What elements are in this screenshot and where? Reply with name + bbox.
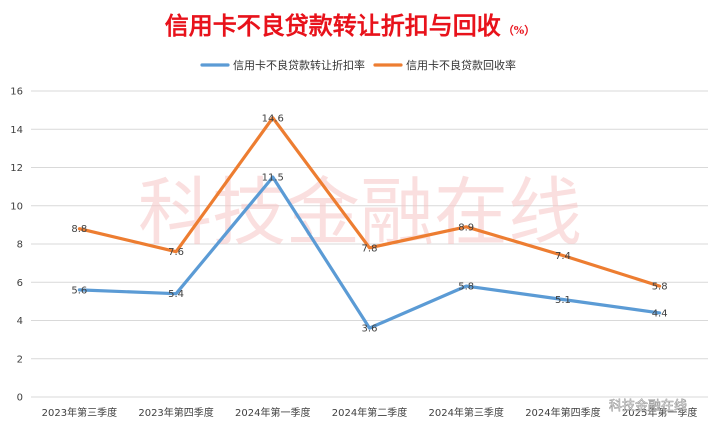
- data-label: 3.6: [362, 324, 378, 335]
- data-label: 7.8: [362, 243, 378, 254]
- legend-entry: 信用卡不良贷款转让折扣率: [200, 58, 365, 72]
- y-tick-label: 16: [10, 87, 23, 98]
- x-axis: 2023年第三季度 2023年第四季度 2024年第一季度 2024年第二季度 2024…: [42, 406, 698, 419]
- legend-entry: 信用卡不良贷款回收率: [373, 58, 516, 72]
- x-tick-label: 2024年第四季度: [525, 406, 600, 419]
- data-label: 8.8: [71, 224, 87, 235]
- data-label: 5.1: [555, 295, 571, 306]
- y-tick-label: 2: [17, 354, 23, 365]
- legend: 信用卡不良贷款转让折扣率 信用卡不良贷款回收率: [200, 58, 516, 72]
- series-line: [77, 116, 662, 288]
- y-tick-label: 6: [17, 278, 23, 289]
- data-label: 8.9: [458, 222, 474, 233]
- y-tick-label: 14: [10, 125, 23, 136]
- chart-title-unit: （%）: [503, 24, 535, 37]
- x-tick-label: 2025年第一季度: [622, 406, 697, 419]
- watermark-small: 科技金融在线: [609, 398, 687, 414]
- series: [77, 116, 662, 330]
- data-label: 7.6: [168, 247, 184, 258]
- data-label: 14.6: [262, 113, 284, 124]
- y-tick-label: 4: [17, 316, 23, 327]
- data-label: 5.6: [71, 285, 87, 296]
- chart-title: 信用卡不良贷款转让折扣与回收 （%）: [165, 11, 535, 40]
- data-label: 5.8: [652, 282, 668, 293]
- x-tick-label: 2024年第二季度: [332, 406, 407, 419]
- x-tick-label: 2024年第一季度: [235, 406, 310, 419]
- data-label: 4.4: [652, 308, 668, 319]
- watermark: 科技金融在线: [138, 170, 582, 256]
- y-axis: 0 2 4 6 8 10 12 14 16: [10, 87, 23, 404]
- data-label: 5.8: [458, 282, 474, 293]
- y-tick-label: 10: [10, 201, 23, 212]
- x-tick-label: 2023年第三季度: [42, 406, 117, 419]
- data-label: 11.5: [262, 173, 284, 184]
- x-tick-label: 2023年第四季度: [138, 406, 213, 419]
- data-label: 5.4: [168, 289, 184, 300]
- y-tick-label: 8: [17, 240, 23, 251]
- data-labels: 5.6 5.4 11.5 3.6 5.8 5.1 4.4 8.8 7.6 14.6 7.8 8.9 7.…: [71, 113, 667, 334]
- series-line: [77, 175, 662, 330]
- x-tick-label: 2024年第三季度: [428, 406, 503, 419]
- data-label: 7.4: [555, 251, 571, 262]
- chart-title-main: 信用卡不良贷款转让折扣与回收: [165, 11, 501, 40]
- legend-label: 信用卡不良贷款转让折扣率: [233, 58, 365, 72]
- legend-label: 信用卡不良贷款回收率: [406, 58, 516, 72]
- y-tick-label: 12: [10, 163, 23, 174]
- y-tick-label: 0: [17, 393, 23, 404]
